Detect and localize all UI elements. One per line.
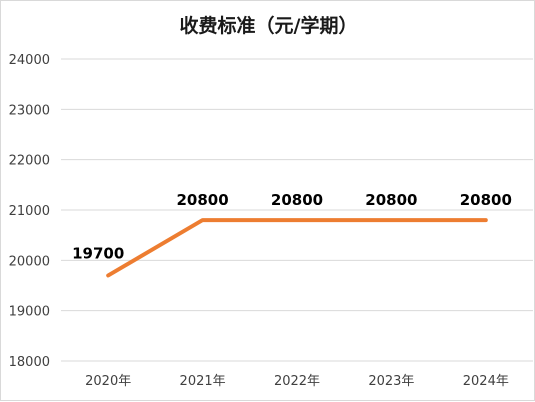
series-line	[106, 218, 488, 278]
x-tick-label: 2020年	[85, 374, 131, 389]
data-label: 20800	[365, 191, 417, 209]
chart-title: 收费标准（元/学期）	[179, 15, 358, 37]
data-label: 20800	[460, 191, 512, 209]
y-tick-label: 24000	[9, 53, 50, 68]
x-tick-label: 2024年	[463, 374, 509, 389]
x-tick-label: 2022年	[274, 374, 320, 389]
data-label: 20800	[177, 191, 229, 209]
y-tick-label: 22000	[9, 154, 50, 169]
y-tick-label: 20000	[9, 254, 50, 269]
x-tick-label: 2023年	[368, 374, 414, 389]
x-tick-label: 2021年	[180, 374, 226, 389]
y-tick-label: 21000	[9, 204, 50, 219]
data-label: 19700	[72, 244, 124, 262]
y-tick-label: 19000	[9, 305, 50, 320]
data-label: 20800	[271, 191, 323, 209]
y-tick-label: 23000	[9, 103, 50, 118]
y-tick-label: 18000	[9, 355, 50, 370]
